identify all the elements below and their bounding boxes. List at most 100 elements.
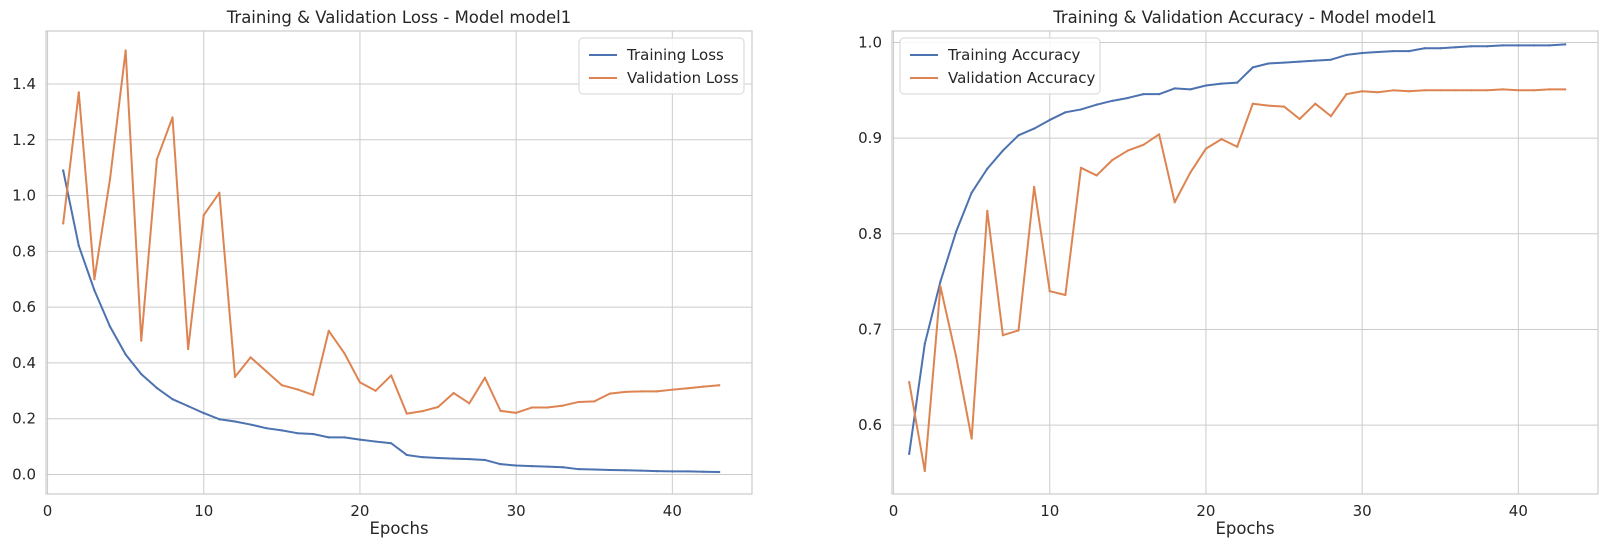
data-point [1204,147,1208,150]
legend-entry: Training Accuracy [910,46,1081,64]
data-point [1282,61,1286,64]
data-point [1095,103,1098,106]
data-point [1064,293,1067,297]
data-point [390,442,393,445]
data-point [1048,290,1051,293]
data-point [1361,51,1364,55]
data-point [1236,145,1239,148]
data-point [1439,89,1442,92]
data-point [311,393,315,397]
data-point [77,244,80,247]
y-tick-label: 1.4 [12,75,36,93]
data-point [452,391,455,395]
data-point [327,436,330,439]
data-point [939,280,942,283]
y-tick-label: 0.9 [858,129,882,147]
y-tick-label: 1.0 [12,187,36,205]
data-point [1329,115,1333,118]
data-point [93,289,96,292]
data-point [1267,62,1270,65]
x-tick-label: 20 [350,502,369,520]
data-point [546,465,549,468]
y-tick-label: 1.0 [858,33,882,51]
data-point [923,469,926,473]
data-point [108,325,112,328]
data-point [265,427,268,430]
series-0 [62,169,721,474]
data-point [280,429,283,432]
data-point [1329,58,1333,61]
data-point [499,463,502,466]
data-point [265,370,268,373]
data-point [155,386,158,390]
data-point [296,388,299,391]
data-point [296,432,299,435]
x-tick-label: 0 [43,502,53,520]
data-point [124,353,127,356]
plot-area [46,31,752,494]
data-point [1017,134,1020,137]
data-point [655,470,658,473]
data-point [1361,90,1364,93]
data-point [1517,89,1520,92]
data-point [1548,88,1551,91]
data-point [1501,44,1504,47]
data-point [436,405,440,409]
data-point [1486,45,1489,48]
data-point [1564,88,1567,91]
data-point [343,352,346,355]
data-point [1033,185,1036,189]
data-point [655,390,658,393]
x-tick-label: 0 [889,502,899,520]
data-point [1173,201,1176,204]
data-point [1079,166,1083,169]
data-point [1282,105,1286,108]
data-point [561,404,565,407]
data-point [202,412,205,415]
data-point [405,412,408,415]
data-point [1376,91,1379,94]
data-point [358,438,362,441]
data-point [1251,66,1254,69]
data-point [1454,89,1457,92]
data-point [374,389,377,392]
data-point [140,372,143,376]
data-point [530,465,533,468]
data-point [171,116,174,119]
data-point [187,347,190,351]
data-point [1298,60,1301,63]
data-point [62,222,65,225]
y-tick-label: 0.0 [12,465,36,483]
data-point [124,49,127,52]
x-tick-label: 30 [1353,502,1372,520]
x-tick-label: 40 [1509,502,1528,520]
data-point [499,409,502,412]
data-point [1064,111,1067,114]
data-point [1517,44,1520,47]
data-point [1189,88,1192,91]
data-point [986,209,989,212]
data-point [483,458,487,462]
data-point [954,230,958,233]
data-point [1157,93,1161,96]
data-point [468,458,471,461]
data-point [1345,53,1348,57]
y-tick-label: 0.8 [858,225,882,243]
data-point [624,390,627,394]
y-tick-label: 0.6 [12,298,36,316]
data-point [1173,87,1176,90]
y-tick-label: 0.8 [12,242,36,260]
data-point [908,380,911,384]
y-tick-label: 1.2 [12,131,36,149]
data-point [390,374,393,377]
data-point [1111,159,1114,162]
data-point [421,456,424,459]
data-point [343,436,346,439]
data-point [1236,81,1239,84]
data-point [140,339,143,342]
data-point [233,420,237,423]
data-point [970,437,973,440]
data-point [421,410,424,413]
data-point [561,466,565,469]
data-point [577,400,580,404]
